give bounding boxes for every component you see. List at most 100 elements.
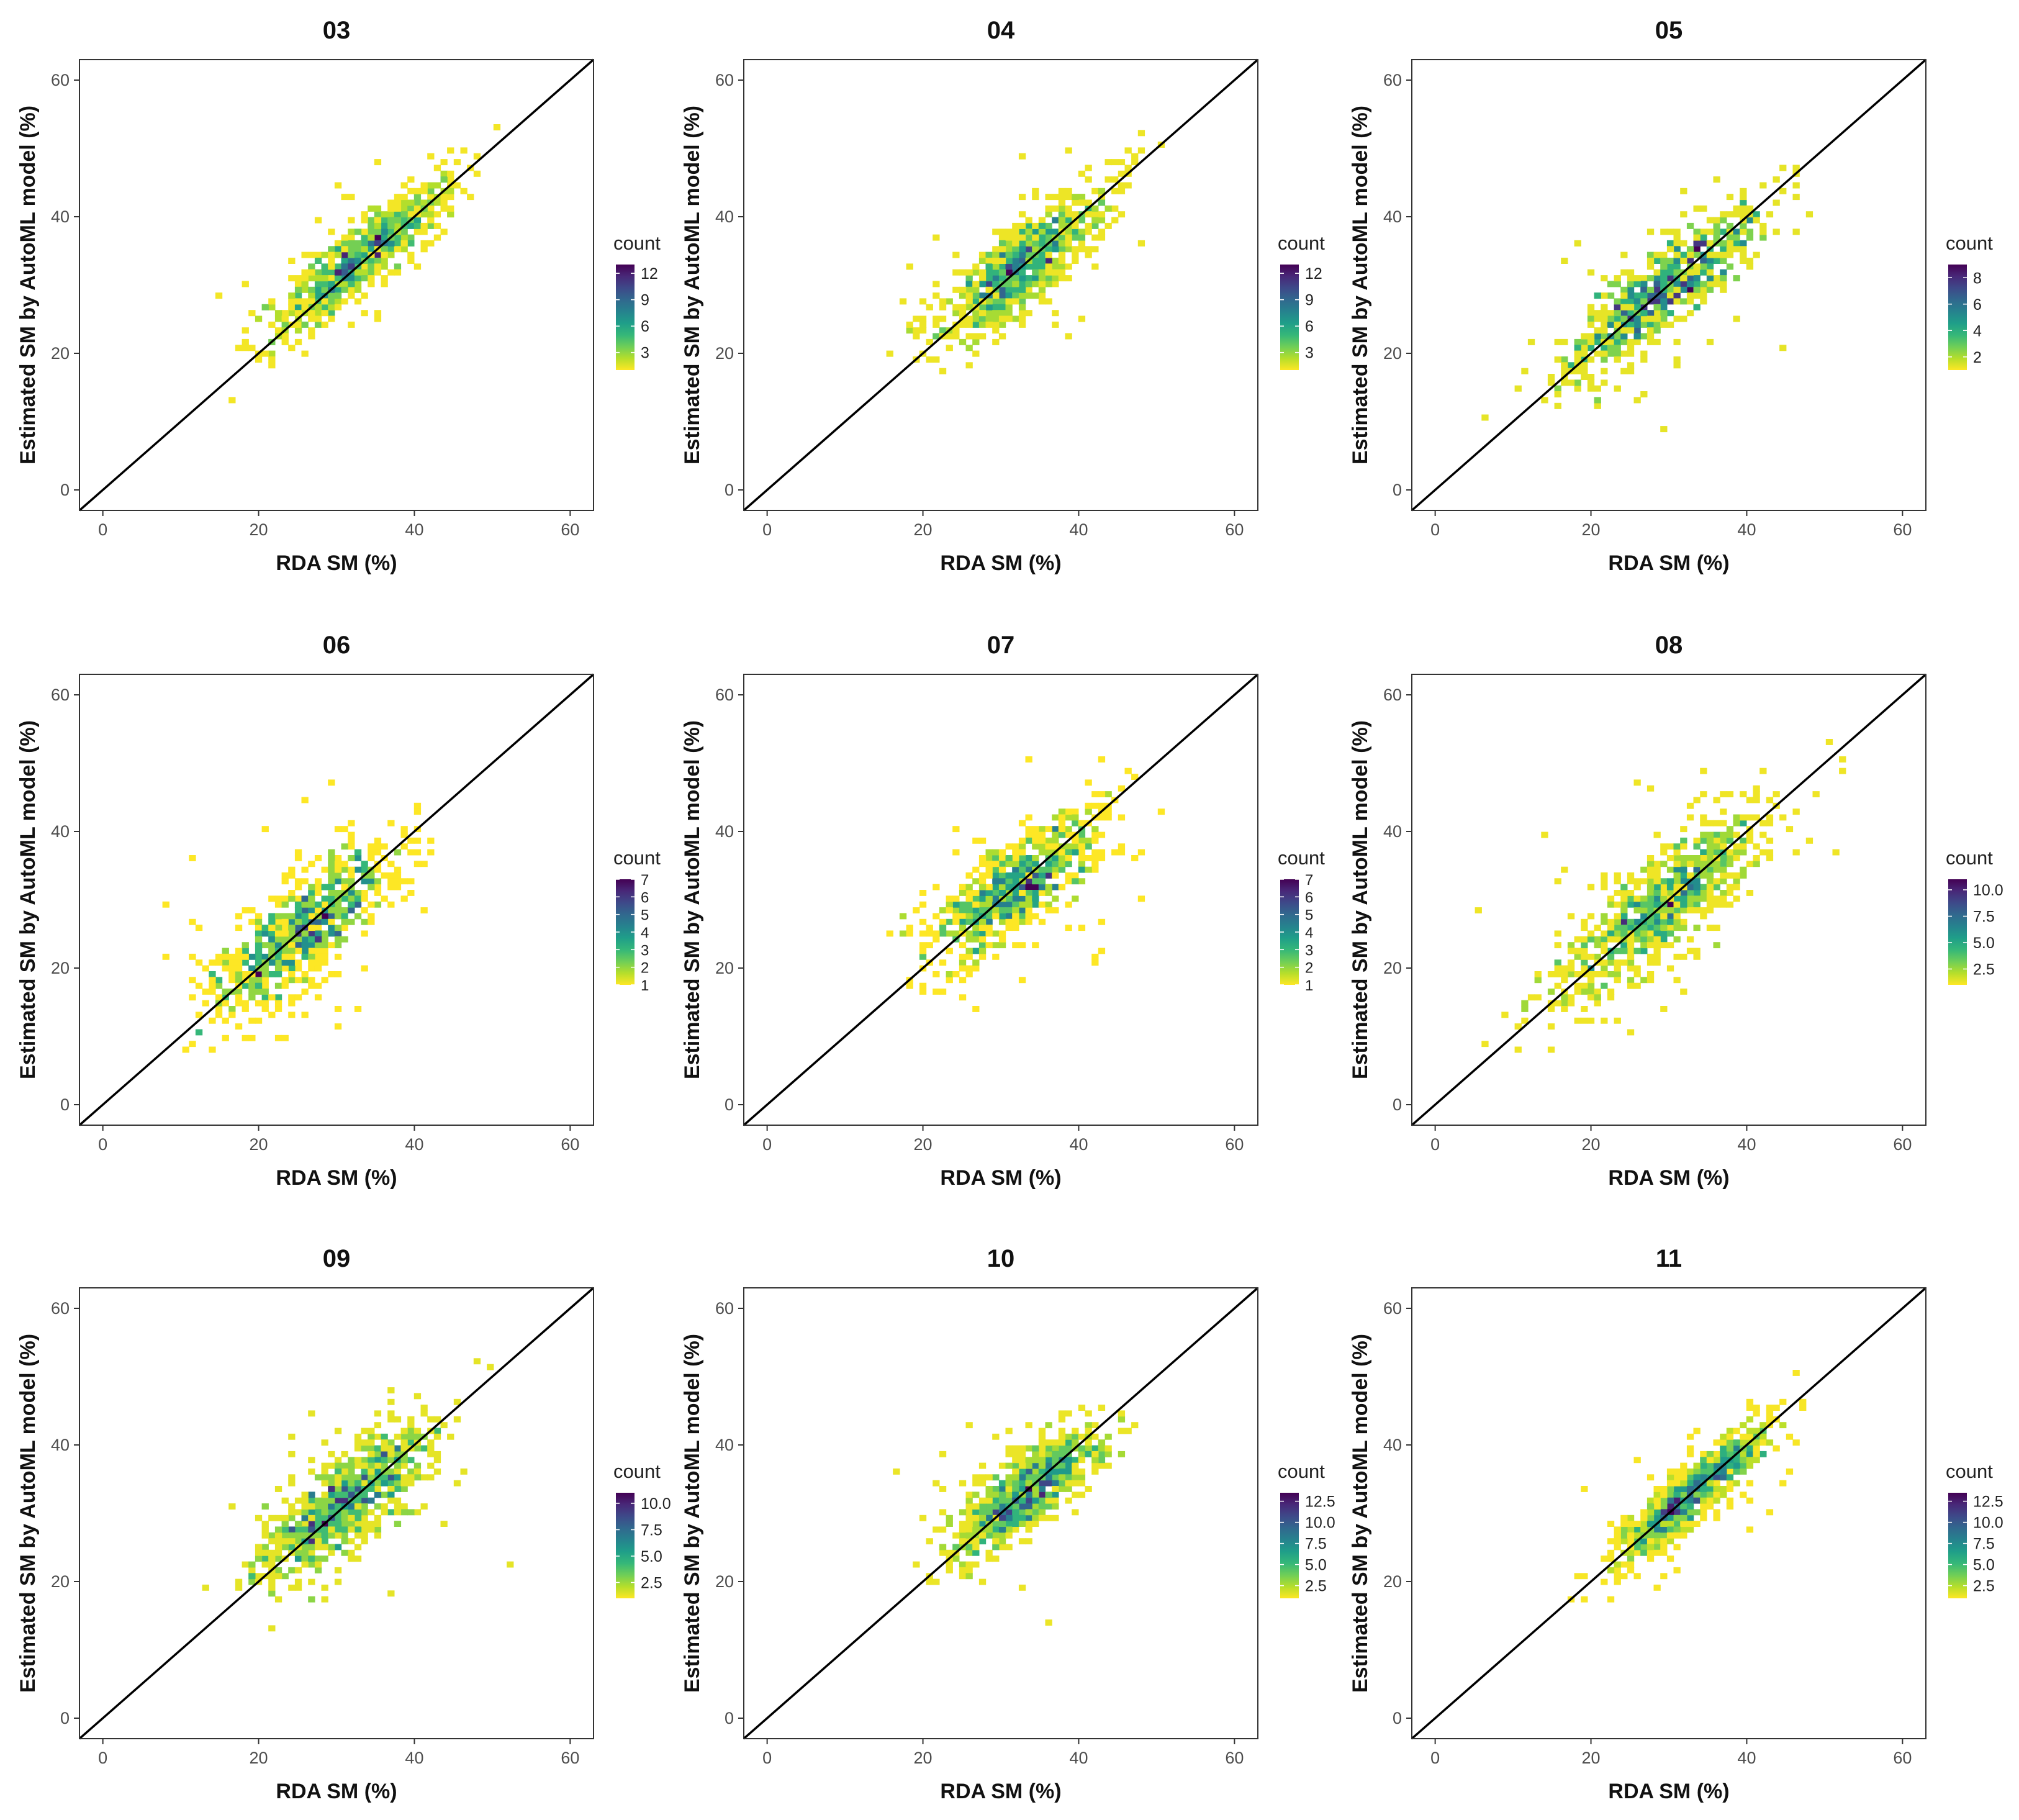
- density-bin: [1640, 866, 1648, 873]
- density-bin: [341, 1532, 348, 1539]
- density-bin: [202, 1584, 209, 1591]
- density-bin: [1686, 1509, 1694, 1516]
- density-bin: [261, 1555, 269, 1562]
- density-bin: [1633, 982, 1641, 989]
- legend-tick-label: 12.5: [1305, 1493, 1335, 1511]
- density-bin: [301, 1503, 309, 1510]
- density-bin: [328, 1497, 335, 1504]
- density-bin: [1686, 1486, 1694, 1492]
- density-bin: [1032, 269, 1039, 276]
- density-bin: [1065, 205, 1072, 212]
- density-bin: [952, 930, 960, 937]
- density-bin: [1620, 901, 1628, 908]
- density-bin: [1018, 1503, 1026, 1510]
- legend-tick-label: 2.5: [1305, 1578, 1327, 1595]
- density-bin: [268, 994, 276, 1001]
- density-bin: [261, 982, 269, 989]
- density-bin: [321, 286, 328, 293]
- density-bin: [1614, 350, 1621, 357]
- density-bin: [1693, 797, 1701, 804]
- density-bin: [1594, 350, 1601, 357]
- density-bin: [1805, 211, 1813, 218]
- density-bin: [228, 397, 236, 404]
- density-bin: [1680, 1526, 1687, 1533]
- density-bin: [998, 942, 1006, 949]
- density-bin: [314, 1509, 322, 1516]
- density-bin: [1012, 1451, 1019, 1457]
- density-bin: [394, 878, 402, 885]
- density-bin: [268, 350, 276, 357]
- density-bin: [274, 913, 282, 920]
- density-bin: [1740, 194, 1747, 201]
- density-bin: [368, 843, 375, 850]
- density-bin: [281, 959, 289, 966]
- density-bin: [1627, 948, 1635, 954]
- density-bin: [348, 872, 355, 879]
- density-bin: [1706, 907, 1714, 913]
- legend-tick-label: 12: [1305, 265, 1322, 283]
- density-bin: [1660, 1497, 1668, 1504]
- density-bin: [348, 263, 355, 270]
- density-bin: [308, 1410, 315, 1417]
- density-bin: [1746, 861, 1754, 867]
- density-bin: [308, 901, 315, 908]
- density-bin: [1098, 831, 1106, 838]
- density-bin: [361, 1468, 368, 1475]
- density-bin: [1018, 820, 1026, 826]
- density-bin: [1032, 281, 1039, 287]
- density-bin: [1052, 837, 1059, 844]
- density-bin: [992, 292, 1000, 299]
- density-bin: [368, 1526, 375, 1533]
- density-bin: [413, 849, 422, 856]
- density-bin: [1104, 205, 1112, 212]
- density-bin: [301, 350, 309, 357]
- density-bin: [348, 890, 355, 896]
- legend-tick-label: 7.5: [1973, 908, 1995, 926]
- density-bin: [1720, 240, 1727, 247]
- density-bin: [1052, 194, 1059, 201]
- density-bin: [354, 281, 362, 287]
- density-bin: [334, 1457, 342, 1464]
- density-bin: [1065, 234, 1072, 241]
- density-bin: [1547, 1046, 1555, 1053]
- density-bin: [1673, 1532, 1681, 1539]
- density-bin: [1653, 872, 1661, 879]
- density-bin: [1653, 275, 1661, 282]
- density-bin: [1018, 907, 1026, 913]
- density-bin: [946, 948, 953, 954]
- density-bin: [1753, 251, 1760, 258]
- density-bin: [394, 1468, 402, 1475]
- density-bin: [965, 948, 973, 954]
- density-bin: [1700, 1514, 1707, 1521]
- density-bin: [1627, 953, 1635, 960]
- density-bin: [1614, 1544, 1621, 1551]
- density-bin: [998, 1492, 1006, 1498]
- density-bin: [1653, 258, 1661, 264]
- density-bin: [1686, 1451, 1694, 1457]
- density-bin: [1753, 814, 1760, 821]
- density-bin: [1673, 1480, 1681, 1487]
- density-bin: [288, 965, 296, 972]
- density-bin: [334, 1023, 342, 1030]
- density-bin: [1018, 269, 1026, 276]
- density-bin: [348, 286, 355, 293]
- density-bin: [919, 948, 927, 954]
- density-bin: [294, 994, 302, 1001]
- density-bin: [1085, 808, 1092, 815]
- density-bin: [1740, 1492, 1747, 1498]
- density-bin: [1072, 808, 1079, 815]
- density-bin: [972, 965, 980, 972]
- density-bin: [334, 1503, 342, 1510]
- density-bin: [1693, 890, 1701, 896]
- density-bin: [387, 217, 395, 224]
- plot-border: [79, 59, 594, 511]
- density-bin: [1561, 994, 1568, 1001]
- density-bin: [334, 304, 342, 310]
- density-bin: [1045, 1462, 1052, 1469]
- density-bin: [1713, 1439, 1720, 1446]
- density-bin: [301, 866, 309, 873]
- density-bin: [1686, 814, 1694, 821]
- density-bin: [321, 251, 328, 258]
